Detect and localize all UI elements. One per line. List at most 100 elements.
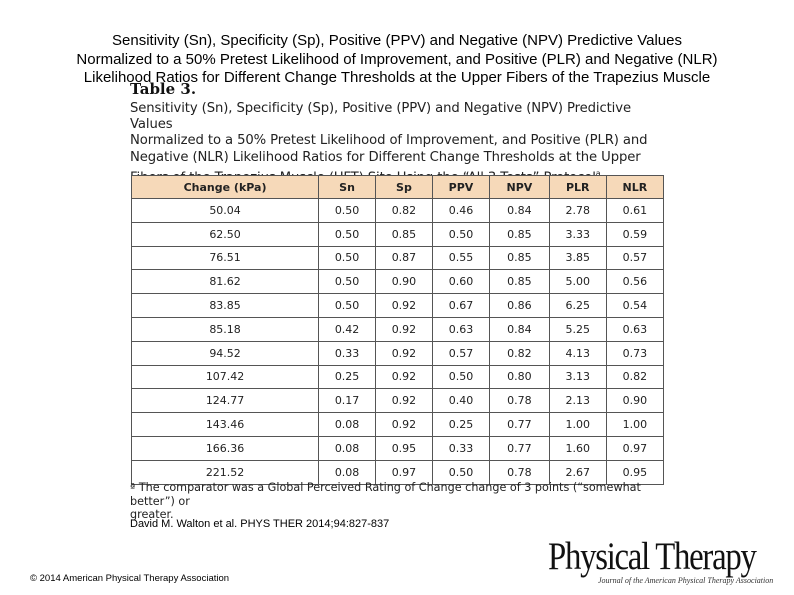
table-cell: 0.56 xyxy=(605,269,665,295)
data-table: Change (kPa) Sn Sp PPV NPV PLR NLR 50.04… xyxy=(130,175,665,485)
table-cell: 0.90 xyxy=(375,269,433,295)
table-cell: 0.92 xyxy=(375,293,433,318)
table-cell: 1.00 xyxy=(605,412,665,437)
table-cell: 83.85 xyxy=(130,293,320,318)
table-row: 50.04 0.50 0.82 0.46 0.84 2.78 0.61 xyxy=(130,198,665,223)
table-cell: 0.46 xyxy=(431,198,491,223)
table-cell: 1.00 xyxy=(548,412,607,437)
table-cell: 94.52 xyxy=(130,340,320,366)
table-cell: 0.50 xyxy=(431,459,491,485)
table-cell: 62.50 xyxy=(130,221,320,247)
table-cell: 0.33 xyxy=(431,435,491,461)
journal-logo: Physical Therapy Journal of the American… xyxy=(548,537,786,587)
table-cell: 0.92 xyxy=(375,316,433,342)
table-cell: 0.61 xyxy=(605,198,665,223)
table-cell: 0.67 xyxy=(431,293,491,318)
table-cell: 0.08 xyxy=(318,435,376,461)
table-cell: 5.25 xyxy=(548,316,607,342)
table-cell: 0.78 xyxy=(489,459,550,485)
table-cell: 0.40 xyxy=(431,388,491,414)
table-cell: 0.25 xyxy=(318,364,376,390)
table-cell: 0.63 xyxy=(431,316,491,342)
column-header-nlr: NLR xyxy=(605,175,665,199)
column-header-ppv: PPV xyxy=(431,175,491,199)
table-cell: 0.33 xyxy=(318,340,376,366)
slide-title-line: Normalized to a 50% Pretest Likelihood o… xyxy=(76,50,718,68)
table-cell: 0.84 xyxy=(489,198,550,223)
table-cell: 0.63 xyxy=(605,316,665,342)
table-cell: 0.08 xyxy=(318,412,376,437)
table-row: 81.62 0.50 0.90 0.60 0.85 5.00 0.56 xyxy=(130,269,665,295)
table-cell: 0.50 xyxy=(318,221,376,247)
table-cell: 0.78 xyxy=(489,388,550,414)
footnote-line: ª The comparator was a Global Perceived … xyxy=(130,481,641,508)
table-cell: 0.50 xyxy=(318,245,376,271)
table-cell: 0.97 xyxy=(605,435,665,461)
table-row: 166.36 0.08 0.95 0.33 0.77 1.60 0.97 xyxy=(130,435,665,461)
table-cell: 166.36 xyxy=(130,435,320,461)
table-cell: 0.50 xyxy=(318,198,376,223)
citation: David M. Walton et al. PHYS THER 2014;94… xyxy=(130,518,390,530)
column-header-change: Change (kPa) xyxy=(130,175,320,199)
footnote-line: greater. xyxy=(130,508,174,521)
table-cell: 3.13 xyxy=(548,364,607,390)
table-cell: 0.55 xyxy=(431,245,491,271)
table-cell: 0.90 xyxy=(605,388,665,414)
table-caption: Sensitivity (Sn), Specificity (Sp), Posi… xyxy=(130,101,670,186)
table-cell: 85.18 xyxy=(130,316,320,342)
table-cell: 0.77 xyxy=(489,412,550,437)
slide-title: Sensitivity (Sn), Specificity (Sp), Posi… xyxy=(20,32,774,88)
table-cell: 0.25 xyxy=(431,412,491,437)
table-cell: 0.85 xyxy=(375,221,433,247)
table-row: 143.46 0.08 0.92 0.25 0.77 1.00 1.00 xyxy=(130,412,665,437)
caption-superscript: a xyxy=(595,168,601,178)
table-cell: 221.52 xyxy=(130,459,320,485)
table-cell: 0.95 xyxy=(605,459,665,485)
column-header-sp: Sp xyxy=(375,175,433,199)
table-row: 83.85 0.50 0.92 0.67 0.86 6.25 0.54 xyxy=(130,293,665,318)
slide-title-line: Likelihood Ratios for Different Change T… xyxy=(83,69,711,86)
table-header-row: Change (kPa) Sn Sp PPV NPV PLR NLR xyxy=(130,175,665,199)
table-cell: 0.92 xyxy=(375,364,433,390)
table-cell: 2.67 xyxy=(548,459,607,485)
copyright: © 2014 American Physical Therapy Associa… xyxy=(30,573,230,584)
table-row: 124.77 0.17 0.92 0.40 0.78 2.13 0.90 xyxy=(130,388,665,414)
table-cell: 124.77 xyxy=(130,388,320,414)
column-header-sn: Sn xyxy=(318,175,376,199)
table-cell: 0.95 xyxy=(375,435,433,461)
table-cell: 0.82 xyxy=(489,340,550,366)
table-cell: 0.97 xyxy=(375,459,433,485)
table-cell: 0.77 xyxy=(489,435,550,461)
table-cell: 0.57 xyxy=(431,340,491,366)
table-cell: 81.62 xyxy=(130,269,320,295)
table-cell: 0.87 xyxy=(375,245,433,271)
table-cell: 0.86 xyxy=(489,293,550,318)
table-cell: 2.78 xyxy=(548,198,607,223)
table-cell: 0.92 xyxy=(375,388,433,414)
caption-line: Normalized to a 50% Pretest Likelihood o… xyxy=(130,133,648,149)
table-cell: 0.85 xyxy=(489,269,550,295)
table-cell: 0.42 xyxy=(318,316,376,342)
table-cell: 0.92 xyxy=(375,412,433,437)
table-cell: 0.50 xyxy=(431,364,491,390)
table-cell: 2.13 xyxy=(548,388,607,414)
table-cell: 0.57 xyxy=(605,245,665,271)
table-row: 107.42 0.25 0.92 0.50 0.80 3.13 0.82 xyxy=(130,364,665,390)
table-cell: 50.04 xyxy=(130,198,320,223)
table-cell: 0.73 xyxy=(605,340,665,366)
table-cell: 4.13 xyxy=(548,340,607,366)
caption-line: Negative (NLR) Likelihood Ratios for Dif… xyxy=(130,149,641,165)
table-label: Table 3. xyxy=(130,80,197,98)
table-cell: 0.60 xyxy=(431,269,491,295)
column-header-plr: PLR xyxy=(548,175,607,199)
table-cell: 3.33 xyxy=(548,221,607,247)
table-cell: 0.80 xyxy=(489,364,550,390)
table-cell: 0.85 xyxy=(489,245,550,271)
table-cell: 0.82 xyxy=(605,364,665,390)
table-cell: 3.85 xyxy=(548,245,607,271)
table-row: 76.51 0.50 0.87 0.55 0.85 3.85 0.57 xyxy=(130,245,665,271)
table-cell: 76.51 xyxy=(130,245,320,271)
table-cell: 0.54 xyxy=(605,293,665,318)
table-cell: 0.17 xyxy=(318,388,376,414)
table-row: 85.18 0.42 0.92 0.63 0.84 5.25 0.63 xyxy=(130,316,665,342)
